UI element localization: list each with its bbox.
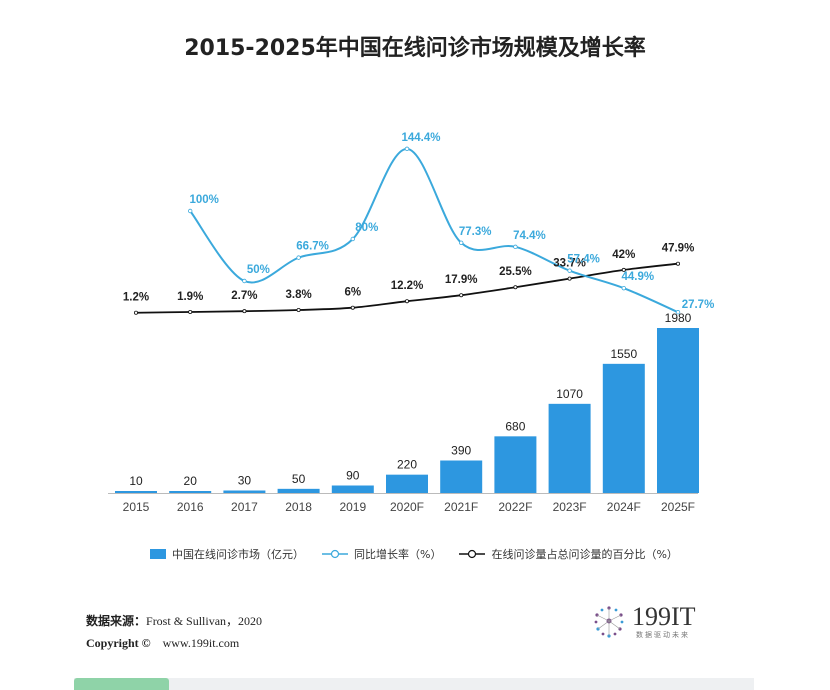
growth-value-label: 144.4% bbox=[401, 132, 440, 144]
legend-item-market: 中国在线问诊市场（亿元） bbox=[150, 546, 304, 562]
growth-point bbox=[242, 278, 247, 284]
bar-2024F bbox=[602, 363, 645, 493]
legend-label-share: 在线问诊量占总问诊量的百分比（%） bbox=[491, 548, 678, 561]
growth-point bbox=[675, 310, 681, 315]
bar-value-label: 390 bbox=[451, 444, 471, 458]
share-value-label: 3.8% bbox=[285, 289, 311, 301]
bar-value-label: 10 bbox=[129, 474, 143, 488]
bar-value-label: 680 bbox=[505, 419, 525, 433]
legend-item-share: 在线问诊量占总问诊量的百分比（%） bbox=[459, 546, 678, 562]
bar-2020F bbox=[386, 474, 428, 493]
share-point bbox=[350, 305, 355, 310]
share-value-label: 6% bbox=[344, 287, 361, 299]
x-tick-label: 2017 bbox=[231, 500, 258, 514]
growth-value-label: 27.7% bbox=[682, 299, 715, 311]
bar-value-label: 1070 bbox=[556, 387, 583, 401]
source-label: 数据来源： bbox=[86, 614, 147, 628]
bottom-strip bbox=[74, 678, 754, 690]
share-point bbox=[296, 308, 301, 313]
x-tick-label: 2015 bbox=[123, 500, 150, 514]
share-point bbox=[676, 261, 681, 266]
bar-value-label: 220 bbox=[397, 458, 417, 472]
growth-series-line bbox=[189, 147, 679, 314]
x-tick-label: 2022F bbox=[498, 500, 532, 514]
growth-value-label: 50% bbox=[247, 264, 270, 276]
x-tick-label: 2023F bbox=[553, 500, 587, 514]
x-tick-label: 2025F bbox=[661, 500, 695, 514]
growth-point bbox=[459, 240, 464, 245]
bar-2019 bbox=[331, 485, 374, 493]
legend-item-growth: 同比增长率（%） bbox=[322, 546, 441, 562]
share-point bbox=[404, 299, 409, 304]
chart-title: 2015-2025年中国在线问诊市场规模及增长率 bbox=[184, 36, 646, 61]
share-value-label: 33.7% bbox=[553, 258, 586, 270]
growth-value-label: 80% bbox=[355, 222, 378, 234]
logo-subtitle: 数据驱动未来 bbox=[636, 631, 690, 639]
x-tick-label: 2019 bbox=[339, 500, 366, 514]
share-value-label: 47.9% bbox=[662, 243, 695, 255]
growth-value-label: 74.4% bbox=[513, 230, 546, 242]
share-point bbox=[621, 267, 626, 272]
growth-value-label: 66.7% bbox=[296, 241, 329, 253]
share-point bbox=[188, 310, 193, 315]
share-point bbox=[513, 285, 518, 290]
growth-point bbox=[404, 146, 410, 152]
share-value-label: 42% bbox=[612, 249, 635, 261]
chart-legend: 中国在线问诊市场（亿元） 同比增长率（%） 在线问诊量占总问诊量的百分比（%） bbox=[150, 546, 678, 562]
logo: 199IT 数据驱动未来 bbox=[588, 600, 738, 640]
share-point bbox=[567, 276, 572, 281]
share-point bbox=[242, 309, 247, 314]
bar-2025F bbox=[657, 328, 699, 493]
bar-value-label: 90 bbox=[346, 469, 360, 483]
share-value-label: 2.7% bbox=[231, 290, 257, 302]
growth-value-label: 44.9% bbox=[621, 271, 654, 283]
bar-value-label: 50 bbox=[292, 472, 306, 486]
x-tick-label: 2021F bbox=[444, 500, 478, 514]
bar-value-label: 30 bbox=[238, 474, 252, 488]
x-tick-label: 2024F bbox=[607, 500, 641, 514]
share-point bbox=[459, 293, 464, 298]
bar-2021F bbox=[440, 460, 483, 493]
share-value-label: 25.5% bbox=[499, 266, 532, 278]
growth-point bbox=[187, 208, 193, 214]
market-chart: 10 2015 20 2016 30 2017 50 2018 90 2019 220 2020F 39… bbox=[108, 132, 715, 514]
dandelion-logo-icon bbox=[594, 606, 624, 638]
bar-2023F bbox=[548, 403, 591, 493]
share-value-label: 17.9% bbox=[445, 274, 478, 286]
growth-point bbox=[350, 236, 355, 242]
share-value-label: 12.2% bbox=[391, 280, 424, 292]
share-value-label: 1.2% bbox=[123, 292, 149, 304]
logo-text: 199IT bbox=[632, 602, 696, 631]
legend-growth-line-icon bbox=[322, 549, 348, 559]
growth-value-label: 77.3% bbox=[459, 226, 492, 238]
growth-point bbox=[621, 285, 626, 291]
share-point bbox=[133, 310, 138, 315]
x-tick-label: 2020F bbox=[390, 500, 424, 514]
bar-2016 bbox=[169, 491, 212, 493]
bar-value-label: 1550 bbox=[610, 347, 637, 361]
growth-value-label: 100% bbox=[189, 194, 218, 206]
x-tick-label: 2016 bbox=[177, 500, 204, 514]
legend-bar-swatch bbox=[150, 549, 166, 559]
copyright-url: www.199it.com bbox=[162, 636, 240, 650]
growth-value-label: 57.4% bbox=[567, 254, 600, 266]
growth-point bbox=[296, 255, 301, 260]
share-value-label: 1.9% bbox=[177, 291, 203, 303]
bar-2018 bbox=[277, 488, 320, 493]
bar-value-label: 20 bbox=[184, 474, 198, 488]
bar-value-label: 1980 bbox=[665, 311, 692, 325]
bar-2015 bbox=[115, 491, 157, 493]
legend-label-market: 中国在线问诊市场（亿元） bbox=[172, 548, 304, 561]
source-note: 数据来源：Frost & Sullivan，2020 Copyright © w… bbox=[86, 610, 262, 654]
bar-2017 bbox=[223, 490, 266, 493]
growth-point bbox=[567, 268, 572, 273]
legend-share-line-icon bbox=[459, 549, 486, 559]
growth-point bbox=[513, 244, 518, 250]
source-text: Frost & Sullivan，2020 bbox=[146, 614, 263, 628]
copyright-label: Copyright © bbox=[86, 636, 151, 650]
legend-label-growth: 同比增长率（%） bbox=[354, 548, 442, 561]
bottom-strip-accent bbox=[74, 678, 169, 690]
bar-2022F bbox=[494, 436, 537, 493]
x-tick-label: 2018 bbox=[285, 500, 312, 514]
